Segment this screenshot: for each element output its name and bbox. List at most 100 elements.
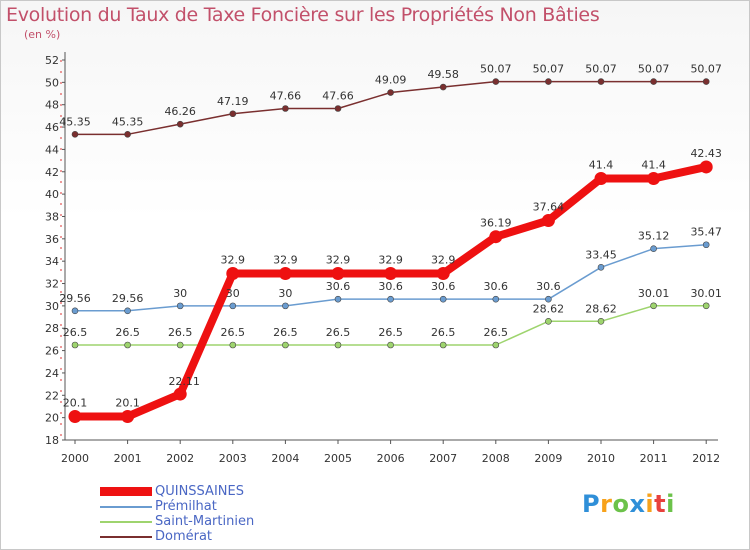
x-tick-label: 2000 — [61, 452, 89, 465]
data-label: 32.9 — [431, 253, 456, 266]
data-label: 22.11 — [168, 375, 200, 388]
data-point — [702, 78, 710, 85]
data-point — [387, 295, 394, 303]
y-tick-label: 32 — [45, 278, 59, 291]
data-point — [176, 120, 184, 128]
data-label: 30.6 — [484, 280, 509, 293]
x-tick-label: 2003 — [219, 452, 247, 465]
data-label: 45.35 — [59, 115, 91, 128]
logo-letter: o — [612, 490, 630, 518]
x-tick-label: 2010 — [587, 452, 615, 465]
y-tick-label: 44 — [45, 143, 59, 156]
legend-swatch-domerat — [100, 536, 152, 538]
data-label: 41.4 — [641, 158, 666, 171]
data-label: 45.35 — [112, 115, 144, 128]
data-point — [699, 160, 713, 174]
data-label: 26.5 — [115, 326, 140, 339]
data-point — [384, 266, 398, 280]
y-tick-label: 28 — [45, 322, 59, 335]
data-point — [489, 230, 503, 244]
data-point — [597, 318, 605, 325]
data-label: 46.26 — [164, 105, 196, 118]
data-point — [334, 105, 342, 112]
data-point — [650, 78, 657, 85]
data-label: 28.62 — [533, 302, 565, 315]
x-tick-label: 2002 — [166, 452, 194, 465]
data-point — [331, 266, 345, 280]
data-point — [594, 171, 608, 185]
data-point — [68, 410, 82, 424]
data-label: 30.01 — [638, 287, 670, 300]
x-tick-label: 2008 — [482, 452, 510, 465]
y-tick-label: 40 — [45, 188, 59, 201]
logo-letter: t — [654, 490, 667, 518]
data-point — [650, 245, 657, 252]
y-tick-label: 50 — [45, 76, 59, 89]
x-tick-label: 2009 — [534, 452, 562, 465]
data-label: 26.5 — [326, 326, 351, 339]
data-label: 20.1 — [63, 397, 88, 410]
data-point — [439, 83, 447, 91]
y-tick-label: 20 — [45, 412, 59, 425]
legend-swatch-premilhat — [100, 506, 152, 508]
legend-label-domerat: Domérat — [155, 529, 213, 544]
data-label: 36.19 — [480, 217, 512, 230]
data-point — [647, 171, 661, 185]
data-label: 30.6 — [431, 280, 456, 293]
data-label: 26.5 — [63, 326, 88, 339]
data-point — [173, 387, 187, 401]
data-label: 32.9 — [221, 253, 246, 266]
y-tick-label: 18 — [45, 434, 59, 447]
data-label: 49.58 — [427, 68, 459, 81]
data-point — [439, 341, 447, 349]
data-label: 28.62 — [585, 302, 617, 315]
data-label: 20.1 — [115, 397, 140, 410]
x-tick-label: 2005 — [324, 452, 352, 465]
legend-swatch-quinssaines — [100, 487, 152, 496]
data-point — [229, 110, 237, 118]
data-label: 26.5 — [221, 326, 246, 339]
data-label: 30 — [226, 287, 240, 300]
y-tick-label: 26 — [45, 345, 59, 358]
logo-letter: r — [600, 490, 613, 518]
data-point — [545, 295, 552, 303]
data-label: 26.5 — [168, 326, 193, 339]
y-tick-label: 46 — [45, 121, 59, 134]
data-label: 33.45 — [585, 248, 617, 261]
legend-label-saint-martinien: Saint-Martinien — [155, 514, 255, 529]
data-point — [282, 105, 289, 112]
legend-label-premilhat: Prémilhat — [155, 499, 217, 514]
data-label: 42.43 — [690, 147, 722, 160]
data-label: 30.6 — [326, 280, 351, 293]
x-tick-label: 2007 — [429, 452, 457, 465]
y-tick-label: 52 — [45, 54, 59, 67]
data-label: 50.07 — [585, 63, 617, 76]
data-label: 47.66 — [270, 90, 302, 103]
data-label: 30.6 — [536, 280, 561, 293]
y-tick-label: 22 — [45, 389, 59, 402]
data-point — [541, 213, 555, 227]
data-label: 50.07 — [533, 63, 565, 76]
logo-letter: i — [645, 490, 655, 518]
chart-title: Evolution du Taux de Taxe Foncière sur l… — [6, 4, 600, 26]
proxiti-logo: Proxiti — [582, 490, 675, 518]
logo-letter: i — [666, 490, 675, 518]
data-label: 32.9 — [378, 253, 403, 266]
data-point — [71, 341, 79, 349]
data-point — [176, 302, 184, 310]
data-point — [121, 410, 135, 424]
data-label: 29.56 — [112, 292, 144, 305]
data-label: 49.09 — [375, 74, 407, 87]
chart-unit: (en %) — [24, 28, 61, 41]
x-tick-label: 2011 — [640, 452, 668, 465]
data-point — [176, 341, 184, 349]
y-tick-label: 24 — [45, 367, 59, 380]
data-label: 26.5 — [431, 326, 456, 339]
data-point — [334, 295, 342, 303]
data-point — [545, 78, 552, 85]
data-label: 32.9 — [273, 253, 298, 266]
data-label: 50.07 — [638, 63, 670, 76]
data-point — [278, 266, 292, 280]
data-label: 26.5 — [273, 326, 298, 339]
